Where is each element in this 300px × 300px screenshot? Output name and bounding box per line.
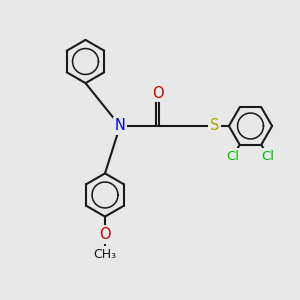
Text: S: S xyxy=(210,118,219,134)
Text: N: N xyxy=(115,118,125,134)
Text: O: O xyxy=(99,227,111,242)
Text: Cl: Cl xyxy=(226,150,239,163)
Text: Cl: Cl xyxy=(262,150,275,163)
Text: O: O xyxy=(152,85,163,100)
Text: CH₃: CH₃ xyxy=(93,248,117,261)
